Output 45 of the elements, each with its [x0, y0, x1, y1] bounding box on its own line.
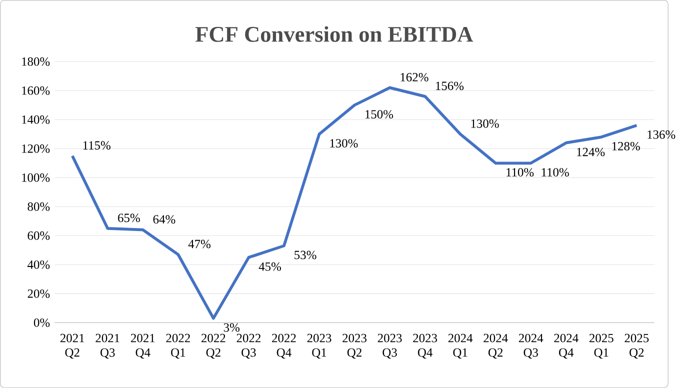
x-tick-label: 2023 Q4 — [413, 334, 438, 359]
y-tick-label: 40% — [27, 260, 50, 269]
data-label: 124% — [577, 148, 605, 156]
x-tick-label: 2024 Q1 — [448, 334, 473, 359]
x-tick-label: 2021 Q2 — [60, 334, 84, 359]
data-label: 162% — [400, 73, 428, 82]
data-label: 110% — [542, 168, 569, 177]
x-tick-label: 2021 Q4 — [130, 334, 155, 359]
y-tick-label: 120% — [22, 144, 50, 153]
data-label: 3% — [224, 323, 240, 332]
data-label: 53% — [294, 250, 316, 260]
y-tick-label: 160% — [22, 86, 50, 95]
data-label: 130% — [330, 139, 358, 148]
data-label: 136% — [648, 130, 676, 139]
x-tick-label: 2024 Q3 — [518, 334, 544, 359]
data-label: 115% — [83, 141, 110, 150]
y-tick-label: 20% — [28, 289, 50, 298]
data-label: 64% — [153, 215, 176, 224]
x-tick-label: 2023 Q1 — [307, 334, 332, 359]
y-tick-label: 100% — [22, 173, 50, 182]
data-label: 128% — [612, 142, 640, 150]
data-label: 110% — [506, 168, 534, 177]
y-tick-label: 80% — [28, 202, 50, 211]
x-tick-label: 2025 Q1 — [589, 334, 614, 359]
x-tick-label: 2022 Q2 — [202, 334, 226, 359]
data-label: 65% — [118, 214, 140, 222]
x-tick-label: 2022 Q4 — [272, 334, 296, 359]
x-tick-label: 2024 Q2 — [484, 334, 508, 359]
data-label: 150% — [365, 110, 394, 119]
y-tick-label: 60% — [28, 231, 50, 240]
chart-title: FCF Conversion on EBITDA — [195, 26, 474, 42]
x-tick-label: 2023 Q3 — [378, 334, 402, 359]
x-tick-label: 2024 Q4 — [554, 334, 578, 359]
data-label: 47% — [188, 240, 210, 248]
x-tick-label: 2022 Q3 — [236, 334, 260, 359]
data-label: 130% — [471, 119, 499, 128]
data-label: 45% — [258, 262, 282, 271]
y-tick-label: 0% — [34, 318, 50, 327]
y-tick-label: 180% — [22, 57, 50, 66]
x-tick-label: 2023 Q2 — [342, 334, 366, 359]
data-label: 156% — [436, 82, 464, 90]
x-tick-label: 2025 Q2 — [624, 334, 649, 359]
x-tick-label: 2021 Q3 — [96, 334, 120, 359]
y-tick-label: 140% — [22, 115, 50, 124]
x-tick-label: 2022 Q1 — [166, 334, 190, 359]
